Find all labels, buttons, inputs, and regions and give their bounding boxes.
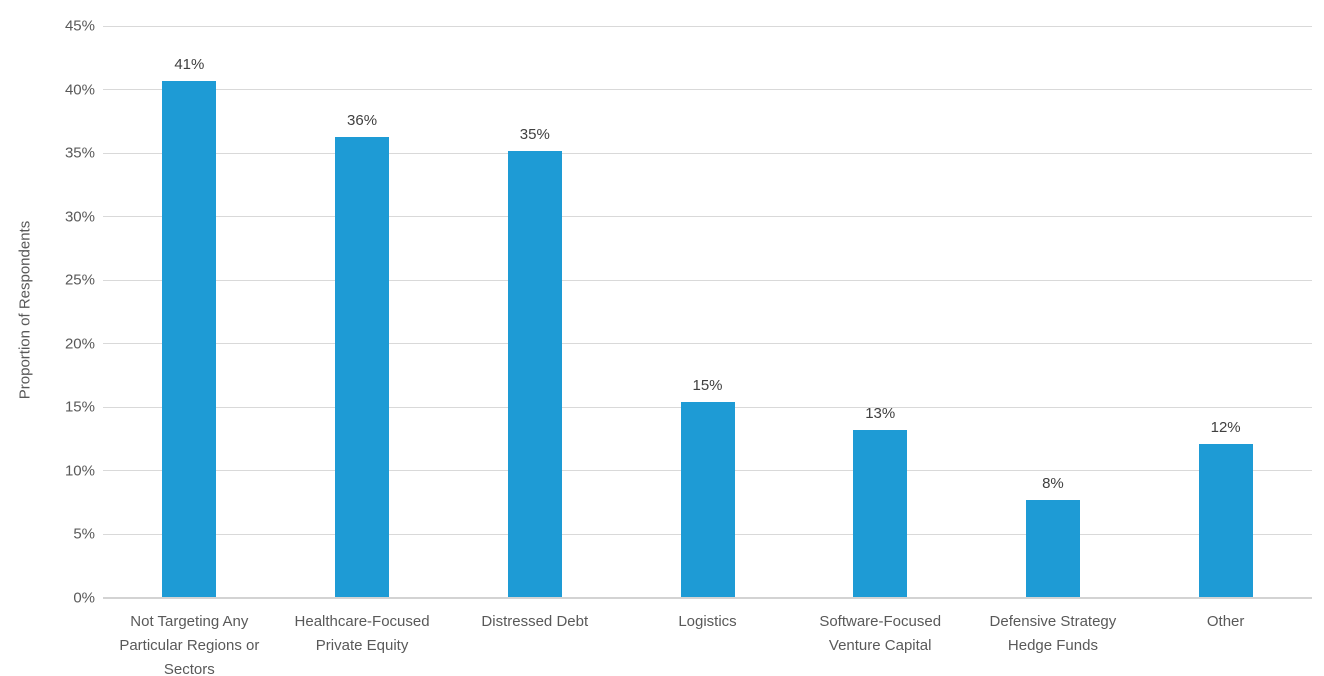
x-axis-line	[103, 597, 1312, 599]
y-tick-label: 30%	[64, 208, 95, 226]
bar	[335, 136, 390, 597]
x-category-label: Logistics	[678, 613, 737, 630]
bar-value-label: 8%	[1042, 475, 1064, 493]
bar	[1025, 500, 1080, 597]
bar-value-label: 15%	[692, 377, 723, 395]
bar	[162, 80, 217, 597]
y-tick-label: 40%	[64, 81, 95, 99]
x-category-label: Not Targeting Any Particular Regions or …	[119, 613, 260, 676]
x-category-label: Software-Focused Venture Capital	[819, 613, 942, 654]
bar-value-label: 12%	[1210, 419, 1241, 437]
bar-value-label: 41%	[174, 55, 205, 73]
x-category-label: Healthcare-Focused Private Equity	[294, 613, 430, 654]
bar-value-label: 13%	[865, 405, 896, 423]
bar-value-label: 35%	[519, 125, 550, 143]
y-tick-label: 0%	[73, 589, 95, 607]
y-tick-label: 10%	[64, 462, 95, 480]
bar	[680, 402, 735, 597]
gridline	[103, 216, 1312, 218]
gridline	[103, 152, 1312, 154]
y-tick-label: 25%	[64, 271, 95, 289]
gridline	[103, 25, 1312, 27]
y-tick-label: 15%	[64, 398, 95, 416]
x-category-label: Defensive Strategy Hedge Funds	[989, 613, 1117, 654]
gridline	[103, 343, 1312, 345]
y-tick-label: 45%	[64, 17, 95, 35]
bar	[853, 430, 908, 597]
gridline	[103, 279, 1312, 281]
x-category-label: Distressed Debt	[481, 613, 589, 630]
gridline	[103, 89, 1312, 91]
x-category-label: Other	[1206, 613, 1245, 630]
y-tick-label: 5%	[73, 525, 95, 543]
bar	[507, 150, 562, 597]
y-tick-label: 20%	[64, 335, 95, 353]
bar-value-label: 36%	[347, 111, 378, 129]
bar	[1198, 444, 1253, 597]
y-tick-label: 35%	[64, 144, 95, 162]
